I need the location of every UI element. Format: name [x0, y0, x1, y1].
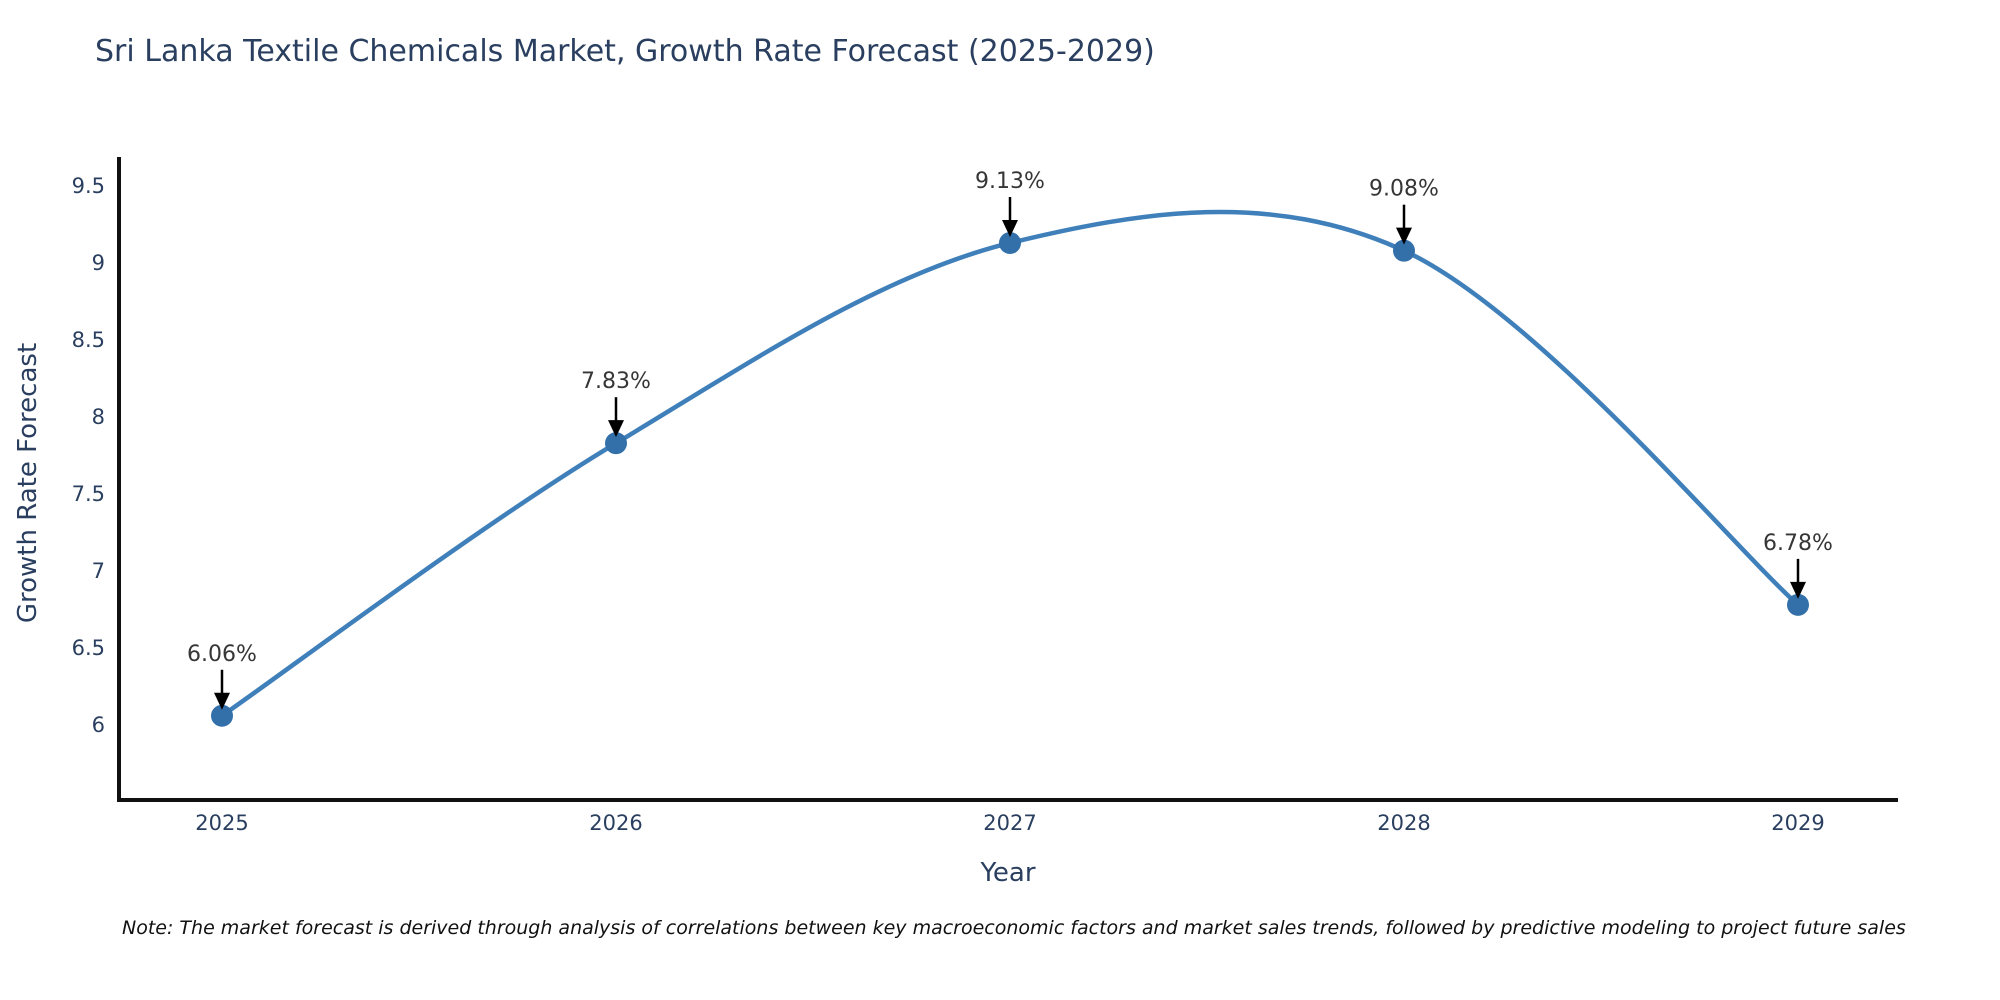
point-value-label: 9.08%	[1369, 177, 1439, 202]
y-tick-label: 8.5	[72, 328, 105, 352]
y-tick-label: 8	[92, 405, 105, 429]
chart-title: Sri Lanka Textile Chemicals Market, Grow…	[95, 34, 1155, 69]
point-value-label: 9.13%	[975, 169, 1045, 194]
x-tick-label: 2026	[589, 811, 642, 835]
data-point-marker	[1393, 239, 1415, 262]
x-tick-label: 2029	[1771, 811, 1824, 835]
y-tick-label: 7.5	[72, 482, 105, 506]
forecast-line	[219, 209, 1801, 719]
annotation-arrowhead	[1396, 227, 1412, 245]
annotation-arrowhead	[608, 420, 624, 438]
footnote: Note: The market forecast is derived thr…	[122, 917, 1906, 939]
y-tick-label: 9.5	[72, 174, 105, 198]
x-axis-title: Year	[980, 858, 1036, 888]
x-tick-label: 2025	[195, 811, 248, 835]
data-point-marker	[1787, 593, 1809, 616]
annotation-arrowhead	[1790, 581, 1806, 599]
point-value-label: 6.78%	[1763, 531, 1833, 556]
point-value-label: 6.06%	[187, 642, 257, 667]
annotation-arrowhead	[214, 692, 230, 710]
y-tick-label: 7	[92, 559, 105, 583]
data-point-marker	[999, 231, 1021, 254]
x-tick-label: 2028	[1377, 811, 1430, 835]
annotation-arrowhead	[1002, 219, 1018, 237]
y-tick-label: 6	[92, 713, 105, 737]
point-value-label: 7.83%	[581, 369, 651, 394]
y-axis-title: Growth Rate Forecast	[13, 342, 43, 624]
data-point-marker	[211, 704, 233, 727]
data-point-marker	[605, 432, 627, 455]
y-tick-label: 9	[92, 251, 105, 275]
x-tick-label: 2027	[983, 811, 1036, 835]
y-tick-label: 6.5	[72, 636, 105, 660]
